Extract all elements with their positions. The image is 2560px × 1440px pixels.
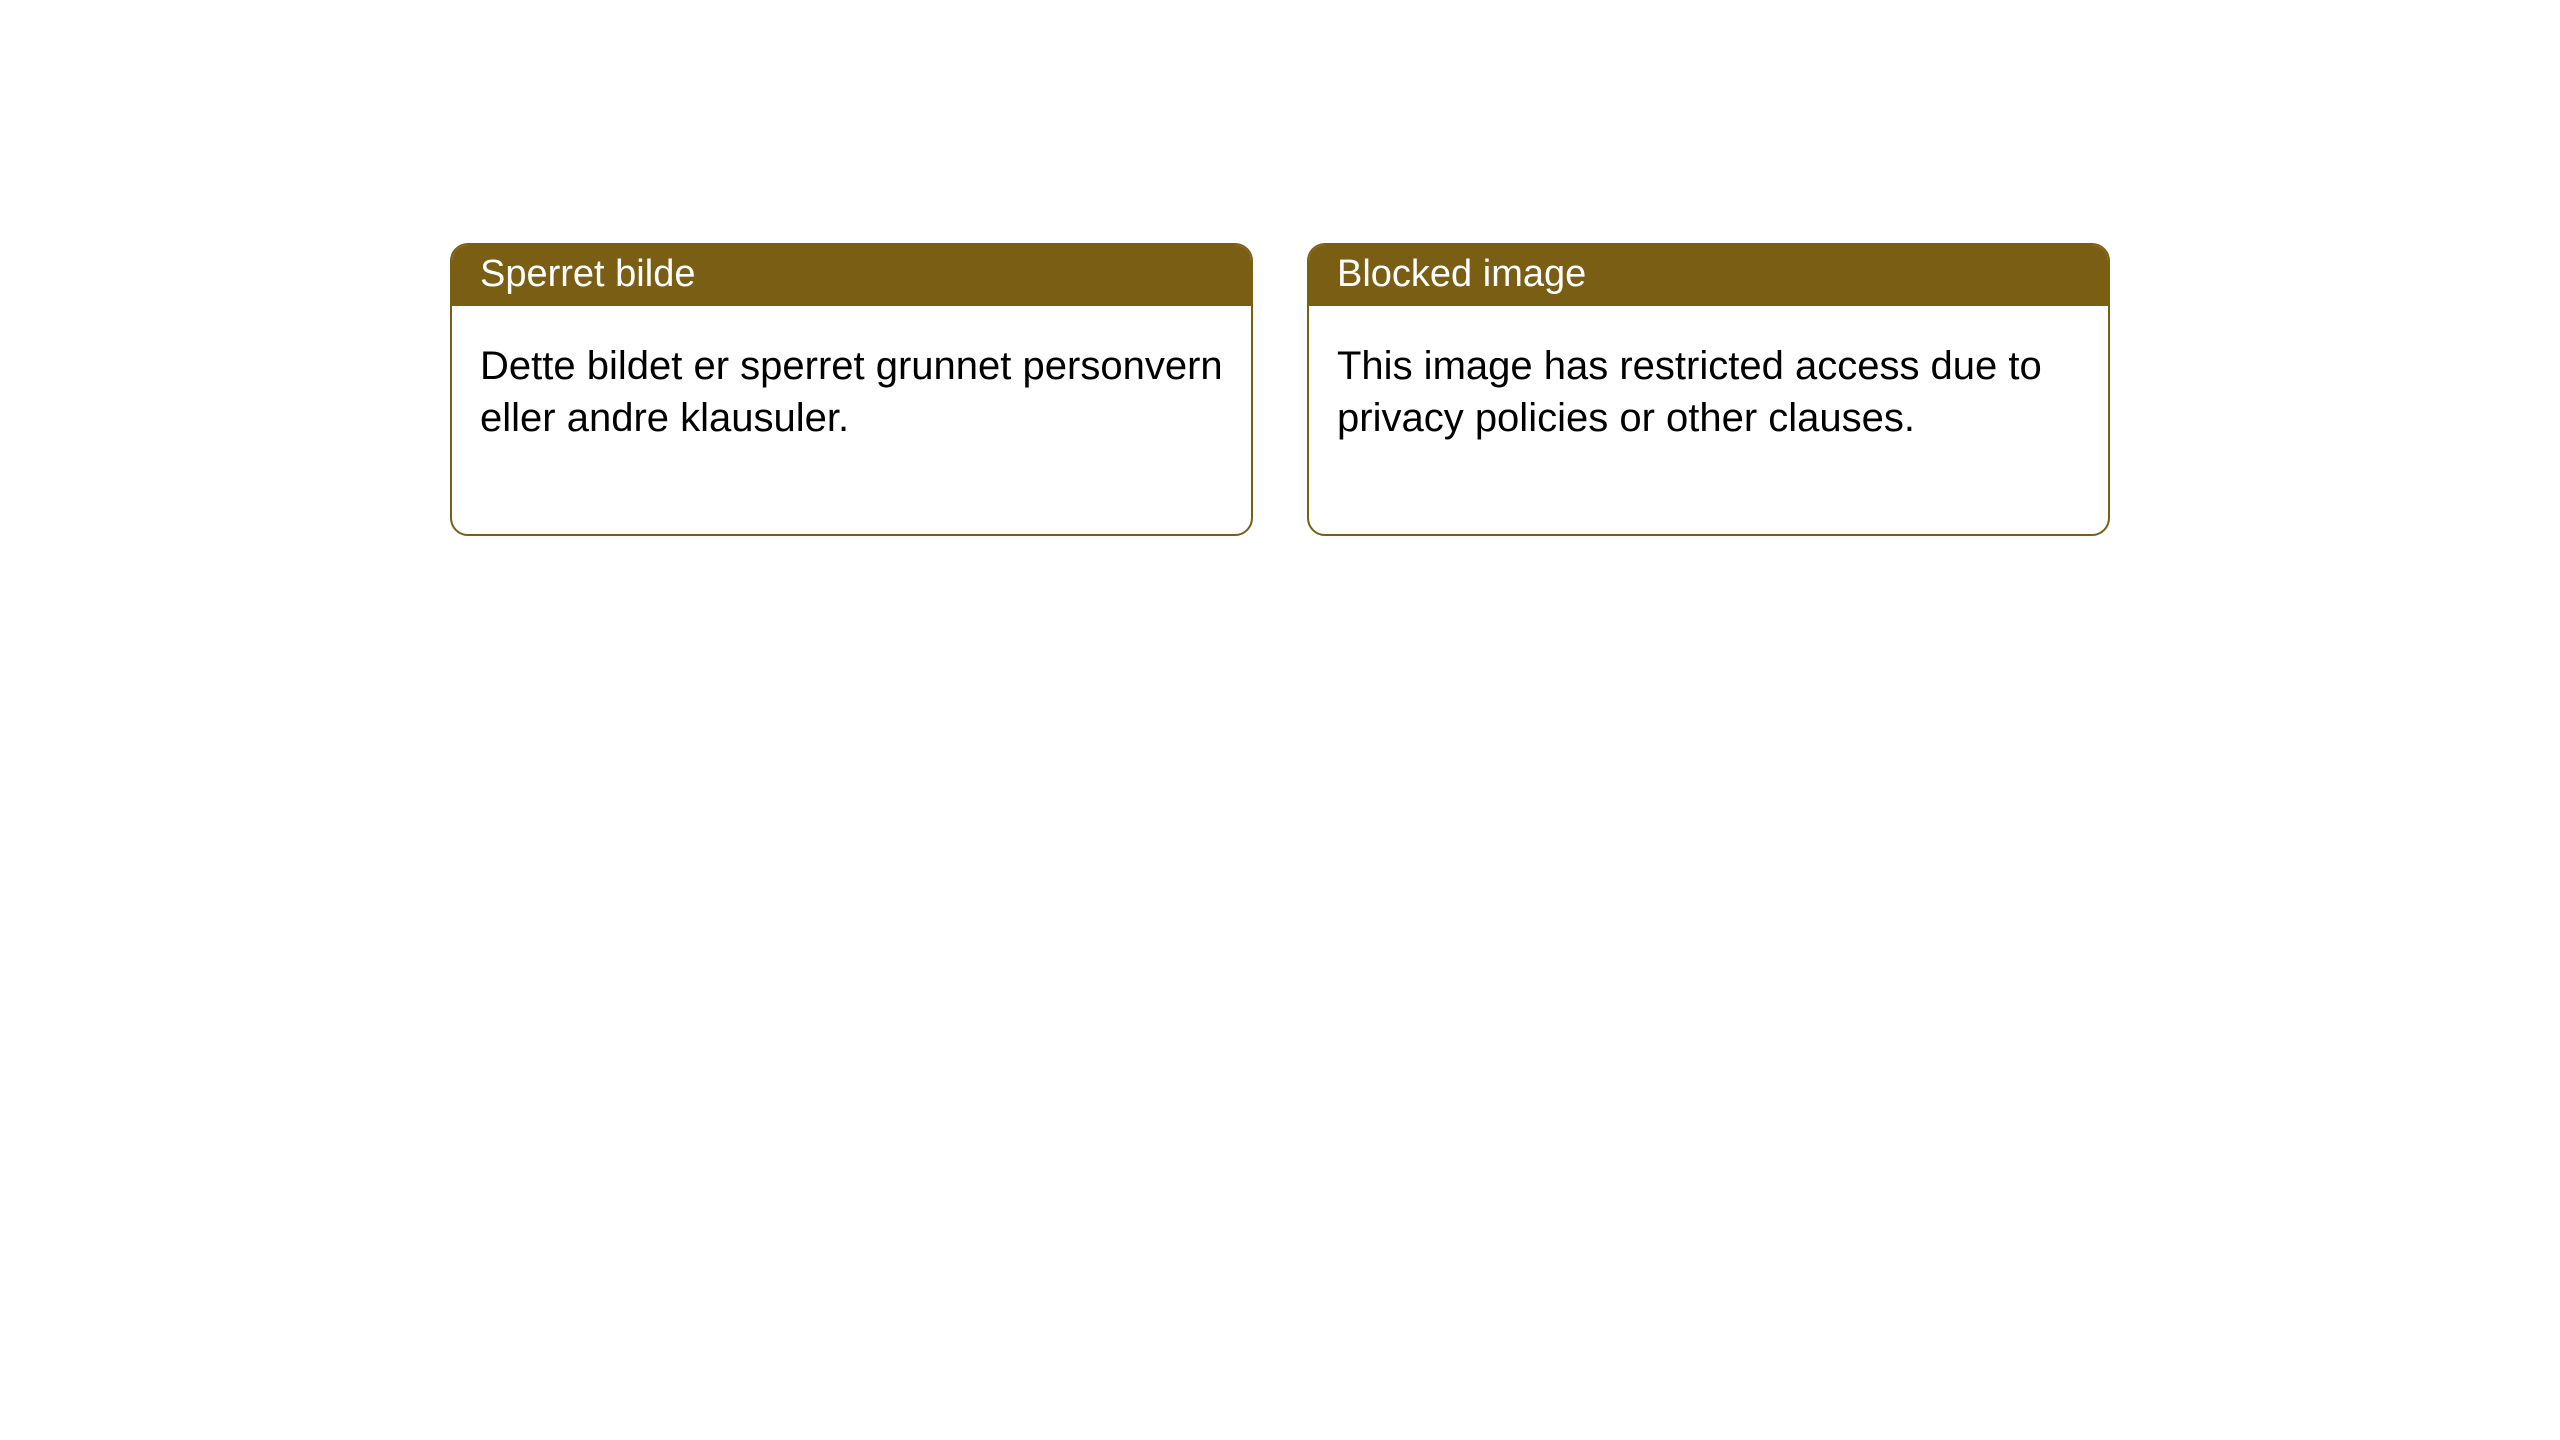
notice-cards-container: Sperret bilde Dette bildet er sperret gr… bbox=[0, 0, 2560, 536]
notice-card-norwegian: Sperret bilde Dette bildet er sperret gr… bbox=[450, 243, 1253, 536]
card-body-text: This image has restricted access due to … bbox=[1309, 306, 2108, 534]
notice-card-english: Blocked image This image has restricted … bbox=[1307, 243, 2110, 536]
card-body-text: Dette bildet er sperret grunnet personve… bbox=[452, 306, 1251, 534]
card-title: Blocked image bbox=[1309, 245, 2108, 306]
card-title: Sperret bilde bbox=[452, 245, 1251, 306]
